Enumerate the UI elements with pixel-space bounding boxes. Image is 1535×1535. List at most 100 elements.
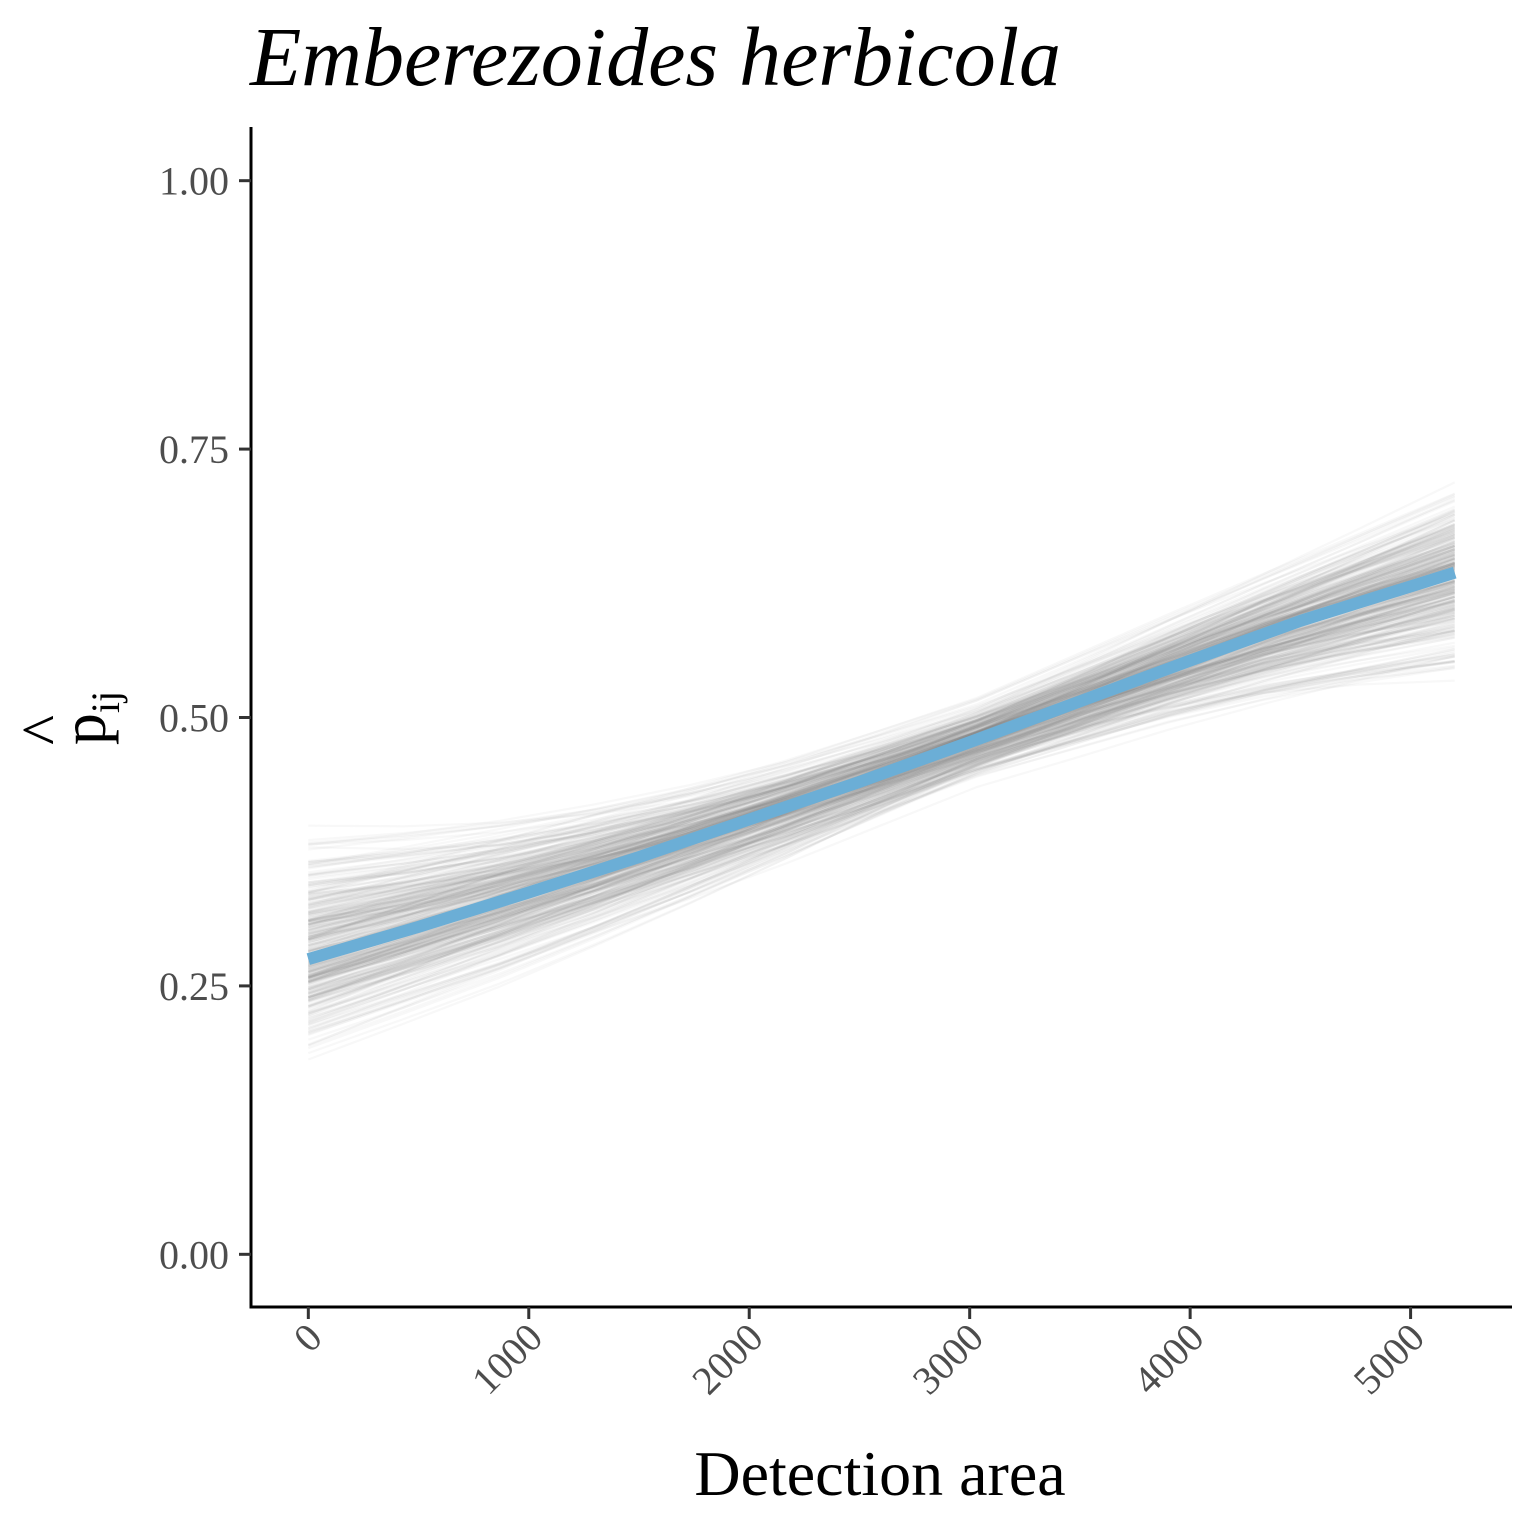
posterior-draw-line [308,542,1456,905]
posterior-draw-line [308,588,1455,969]
posterior-draw-line [308,607,1455,979]
posterior-draw-line [307,606,1455,995]
posterior-draw-line [307,608,1456,991]
posterior-draw-line [307,599,1456,1018]
posterior-draw-line [308,653,1455,922]
posterior-draw-line [308,574,1455,886]
posterior-draw-line [308,536,1456,887]
posterior-draw-line [308,512,1456,893]
posterior-draw-line [308,591,1455,906]
x-tick-label: 1000 [463,1315,551,1403]
posterior-draw-line [307,609,1456,999]
posterior-draw-line [308,565,1456,910]
posterior-draw-line [308,659,1455,923]
posterior-draw-line [308,660,1455,916]
posterior-mean-series [306,566,1457,965]
y-tick-label: 0.00 [159,1232,229,1277]
x-axis-ticks: 0 1000 2000 3000 4000 5000 [285,1307,1433,1403]
posterior-draw-line [308,667,1455,920]
x-tick-label: 4000 [1124,1315,1212,1403]
posterior-draw-line [307,606,1455,992]
posterior-draw-line [307,574,1456,1000]
posterior-draw-line [307,525,1456,981]
posterior-draw-line [307,598,1456,971]
posterior-draw-line [308,564,1456,931]
posterior-draw-line [307,513,1456,940]
posterior-draw-line [307,599,1456,1014]
posterior-draw-line [307,614,1456,1019]
posterior-draw-line [307,614,1455,995]
posterior-draw-line [308,547,1456,926]
posterior-draw-line [308,532,1456,941]
posterior-draw-line [307,533,1456,940]
posterior-draw-line [307,556,1456,998]
posterior-draw-line [307,595,1456,977]
posterior-draw-line [308,610,1455,876]
posterior-draw-line [308,551,1456,927]
x-axis-title: Detection area [694,1438,1065,1509]
posterior-draw-line [308,595,1456,980]
posterior-draw-line [307,536,1456,952]
posterior-draw-line [308,554,1456,914]
posterior-draw-line [307,518,1456,939]
posterior-draw-line [308,599,1455,968]
y-axis-title-subscript: ij [83,691,128,713]
posterior-draw-line [308,560,1456,916]
posterior-draw-line [308,600,1455,983]
x-tick-label: 0 [285,1315,331,1361]
posterior-draw-line [308,629,1455,974]
posterior-draw-line [307,544,1456,1003]
posterior-draw-line [307,547,1456,1015]
posterior-draw-line [307,608,1455,984]
posterior-draw-line [308,553,1456,908]
posterior-draw-line [308,617,1455,938]
posterior-draw-line [308,560,1456,869]
posterior-draw-line [307,499,1456,927]
posterior-draw-line [307,620,1455,999]
posterior-draw-line [307,528,1456,941]
posterior-draw-line [307,595,1456,994]
y-axis-title: pij ^ [8,691,128,745]
posterior-draw-line [307,510,1456,941]
posterior-draw-line [308,608,1455,967]
posterior-draw-line [308,568,1455,877]
axes [249,127,1512,1309]
posterior-draw-line [308,570,1455,917]
posterior-draw-line [307,553,1456,1031]
posterior-draw-line [308,666,1455,971]
posterior-draw-line [307,526,1456,1017]
posterior-draw-line [308,548,1456,876]
posterior-draw-line [307,526,1456,939]
posterior-draw-line [308,622,1455,975]
posterior-draw-line [307,534,1456,1047]
posterior-draw-line [307,596,1456,980]
posterior-draw-line [307,588,1456,1024]
posterior-draw-line [308,628,1455,897]
posterior-draw-line [308,562,1455,842]
posterior-draw-line [308,618,1455,926]
posterior-draw-line [308,522,1456,922]
posterior-draw-line [307,541,1456,997]
y-tick-label: 1.00 [159,159,229,204]
posterior-draw-line [308,660,1455,973]
posterior-draw-line [308,664,1455,924]
posterior-draw-line [307,500,1456,953]
posterior-draw-line [307,591,1456,991]
posterior-draw-line [308,534,1456,851]
posterior-draw-line [308,648,1455,961]
posterior-draw-line [308,537,1456,866]
posterior-draw-line [307,550,1456,1017]
posterior-draw-line [308,550,1456,929]
posterior-draw-line [308,544,1456,897]
posterior-draw-line [308,530,1456,937]
posterior-draw-line [307,604,1456,1032]
posterior-draw-line [308,541,1456,914]
chart-title: Emberezoides herbicola [249,11,1061,104]
posterior-draw-line [307,578,1456,1029]
posterior-draw-line [307,516,1456,929]
posterior-draw-line [307,542,1456,1022]
posterior-draw-line [308,541,1456,894]
posterior-draw-line [307,589,1456,1010]
posterior-draw-line [308,625,1455,934]
posterior-draw-line [307,544,1456,939]
